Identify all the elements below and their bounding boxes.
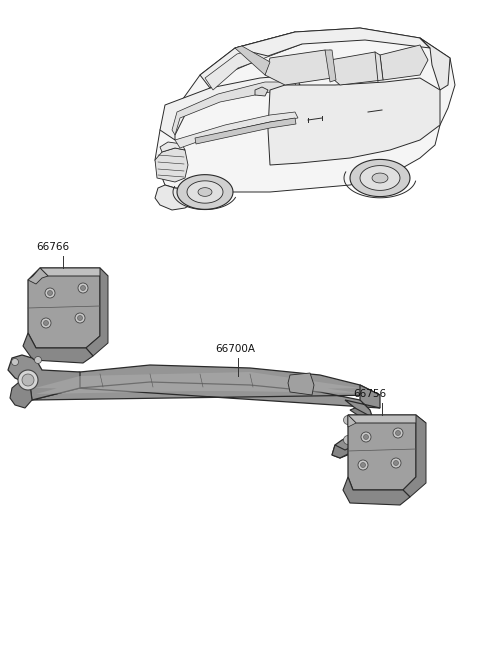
Polygon shape <box>348 415 416 490</box>
Polygon shape <box>160 75 300 140</box>
Text: 66756: 66756 <box>353 389 386 399</box>
Polygon shape <box>348 415 426 423</box>
Polygon shape <box>40 268 108 276</box>
Circle shape <box>363 434 369 440</box>
Circle shape <box>18 370 38 390</box>
Circle shape <box>22 374 34 386</box>
Circle shape <box>48 291 52 295</box>
Polygon shape <box>330 52 383 85</box>
Circle shape <box>361 432 371 442</box>
Polygon shape <box>205 38 302 90</box>
Circle shape <box>81 285 85 291</box>
Polygon shape <box>28 268 48 284</box>
Circle shape <box>358 460 368 470</box>
Circle shape <box>344 415 352 424</box>
Text: 66766: 66766 <box>36 242 69 252</box>
Polygon shape <box>325 50 336 82</box>
Polygon shape <box>200 32 305 88</box>
Polygon shape <box>28 268 100 348</box>
Polygon shape <box>420 38 450 90</box>
Polygon shape <box>343 477 410 505</box>
Circle shape <box>77 316 83 321</box>
Polygon shape <box>235 28 430 56</box>
Polygon shape <box>348 415 356 427</box>
Circle shape <box>41 318 51 328</box>
Polygon shape <box>265 50 332 85</box>
Polygon shape <box>235 46 270 75</box>
Polygon shape <box>175 112 298 148</box>
Polygon shape <box>360 165 400 190</box>
Circle shape <box>344 436 352 445</box>
Polygon shape <box>403 415 426 497</box>
Polygon shape <box>350 159 410 197</box>
Polygon shape <box>332 408 372 458</box>
Polygon shape <box>372 173 388 183</box>
Polygon shape <box>332 385 380 458</box>
Polygon shape <box>155 185 210 210</box>
Polygon shape <box>172 82 296 135</box>
Polygon shape <box>155 28 455 192</box>
Polygon shape <box>155 148 188 182</box>
Polygon shape <box>198 188 212 196</box>
Circle shape <box>78 283 88 293</box>
Polygon shape <box>8 355 80 400</box>
Polygon shape <box>380 45 428 80</box>
Polygon shape <box>177 174 233 209</box>
Circle shape <box>75 313 85 323</box>
Polygon shape <box>187 181 223 203</box>
Polygon shape <box>195 118 296 144</box>
Polygon shape <box>255 87 268 96</box>
Circle shape <box>35 356 41 363</box>
Circle shape <box>394 461 398 466</box>
Circle shape <box>391 458 401 468</box>
Circle shape <box>12 358 19 365</box>
Polygon shape <box>23 333 93 363</box>
Circle shape <box>45 288 55 298</box>
Polygon shape <box>10 383 32 408</box>
Polygon shape <box>288 373 314 395</box>
Circle shape <box>396 430 400 436</box>
Circle shape <box>360 462 365 468</box>
Text: 66700A: 66700A <box>215 344 255 354</box>
Polygon shape <box>268 78 440 165</box>
Polygon shape <box>86 268 108 356</box>
Polygon shape <box>160 142 185 152</box>
Circle shape <box>44 321 48 325</box>
Circle shape <box>393 428 403 438</box>
Polygon shape <box>35 372 360 394</box>
Polygon shape <box>30 365 380 408</box>
